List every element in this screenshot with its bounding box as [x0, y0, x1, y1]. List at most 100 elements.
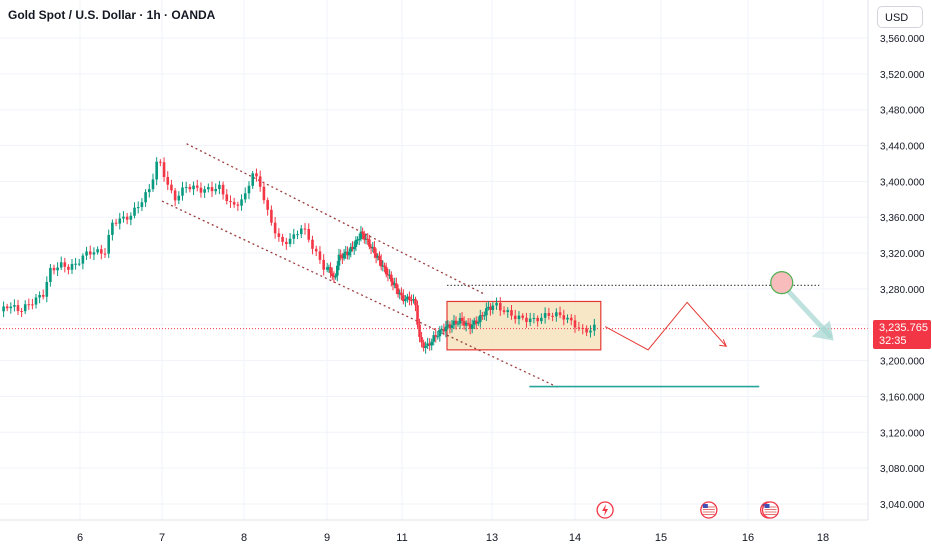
candle-body: [195, 185, 199, 188]
candle-body: [334, 275, 337, 278]
candle-body: [177, 195, 181, 201]
us-flag-icon: [700, 501, 718, 519]
candle-body: [474, 320, 478, 324]
candle-body: [349, 246, 353, 252]
candle-body: [391, 281, 395, 286]
y-tick-label: 3,080.000: [880, 464, 925, 475]
candle-body: [207, 187, 210, 190]
candle-body: [114, 222, 118, 224]
candle-body: [45, 281, 49, 297]
x-tick-label: 11: [396, 532, 407, 544]
candle-body: [547, 313, 551, 316]
candle-body: [521, 315, 525, 318]
y-tick-label: 3,320.000: [880, 249, 925, 260]
candle-body: [140, 202, 144, 208]
candles: [2, 157, 596, 354]
y-tick-label: 3,480.000: [880, 106, 925, 117]
candle-body: [31, 304, 34, 306]
candle-body: [393, 283, 396, 286]
candle-body: [318, 251, 322, 260]
y-tick-label: 3,520.000: [880, 70, 925, 81]
candle-body: [307, 228, 311, 240]
candle-body: [118, 218, 122, 224]
candle-body: [566, 317, 569, 320]
last-price-label: 3,235.765 32:35: [873, 320, 931, 349]
candle-body: [430, 341, 433, 346]
candle-body: [528, 318, 532, 323]
candle-body: [262, 186, 266, 201]
candle-body: [374, 253, 378, 258]
candle-body: [277, 233, 281, 237]
candle-body: [192, 185, 195, 190]
grid: [0, 0, 868, 520]
candle-body: [412, 299, 415, 301]
candle-body: [368, 239, 371, 247]
candle-body: [581, 327, 585, 329]
candle-body: [236, 204, 240, 206]
candle-body: [562, 315, 566, 320]
candle-body: [81, 255, 85, 264]
candle-body: [440, 329, 444, 331]
candle-body: [446, 324, 450, 327]
candle-body: [258, 176, 262, 187]
candle-body: [327, 267, 331, 269]
candle-body: [107, 234, 110, 254]
candle-body: [354, 239, 358, 247]
x-tick-label: 9: [324, 532, 330, 544]
candle-body: [569, 317, 573, 321]
candle-body: [341, 255, 344, 259]
candle-body: [221, 184, 225, 195]
candle-body: [585, 328, 588, 333]
candle-body: [376, 255, 380, 258]
candle-body: [456, 323, 460, 325]
candle-body: [499, 302, 502, 311]
candle-body: [356, 239, 359, 241]
candle-body: [59, 262, 63, 268]
candle-body: [558, 312, 562, 316]
candle-body: [225, 194, 229, 202]
y-tick-label: 3,560.000: [880, 34, 925, 45]
candle-body: [577, 327, 581, 329]
candle-body: [428, 343, 431, 346]
candle-body: [92, 252, 96, 255]
candle-body: [406, 296, 409, 300]
currency-button[interactable]: USD: [877, 6, 923, 28]
candle-body: [240, 199, 243, 206]
candle-body: [103, 253, 107, 255]
candle-body: [420, 337, 423, 343]
candle-body: [56, 267, 59, 271]
candle-body: [151, 179, 155, 190]
candle-body: [136, 207, 140, 209]
y-tick-label: 3,400.000: [880, 177, 925, 188]
candle-body: [383, 265, 386, 267]
candle-body: [466, 322, 470, 324]
candle-body: [170, 184, 173, 191]
candle-body: [481, 315, 484, 317]
candle-body: [536, 317, 539, 322]
candle-body: [70, 263, 74, 270]
candle-body: [495, 302, 498, 306]
candle-body: [270, 209, 273, 223]
candle-body: [288, 238, 292, 245]
candle-body: [296, 234, 299, 236]
candle-body: [5, 306, 9, 309]
candle-body: [184, 186, 188, 188]
forecast-arrow-head: [811, 320, 834, 341]
candle-body: [133, 207, 136, 216]
candle-body: [162, 162, 166, 178]
x-tick-label: 14: [569, 532, 581, 544]
lightning-icon: [596, 501, 614, 519]
candle-body: [506, 310, 510, 313]
candle-body: [292, 234, 296, 239]
candle-body: [159, 161, 162, 163]
candle-body: [390, 274, 393, 282]
candle-body: [332, 276, 336, 278]
candle-body: [203, 189, 206, 193]
candle-body: [489, 306, 492, 310]
candle-body: [476, 322, 480, 324]
candle-body: [483, 315, 486, 317]
y-tick-label: 3,160.000: [880, 392, 925, 403]
candle-body: [329, 267, 332, 274]
